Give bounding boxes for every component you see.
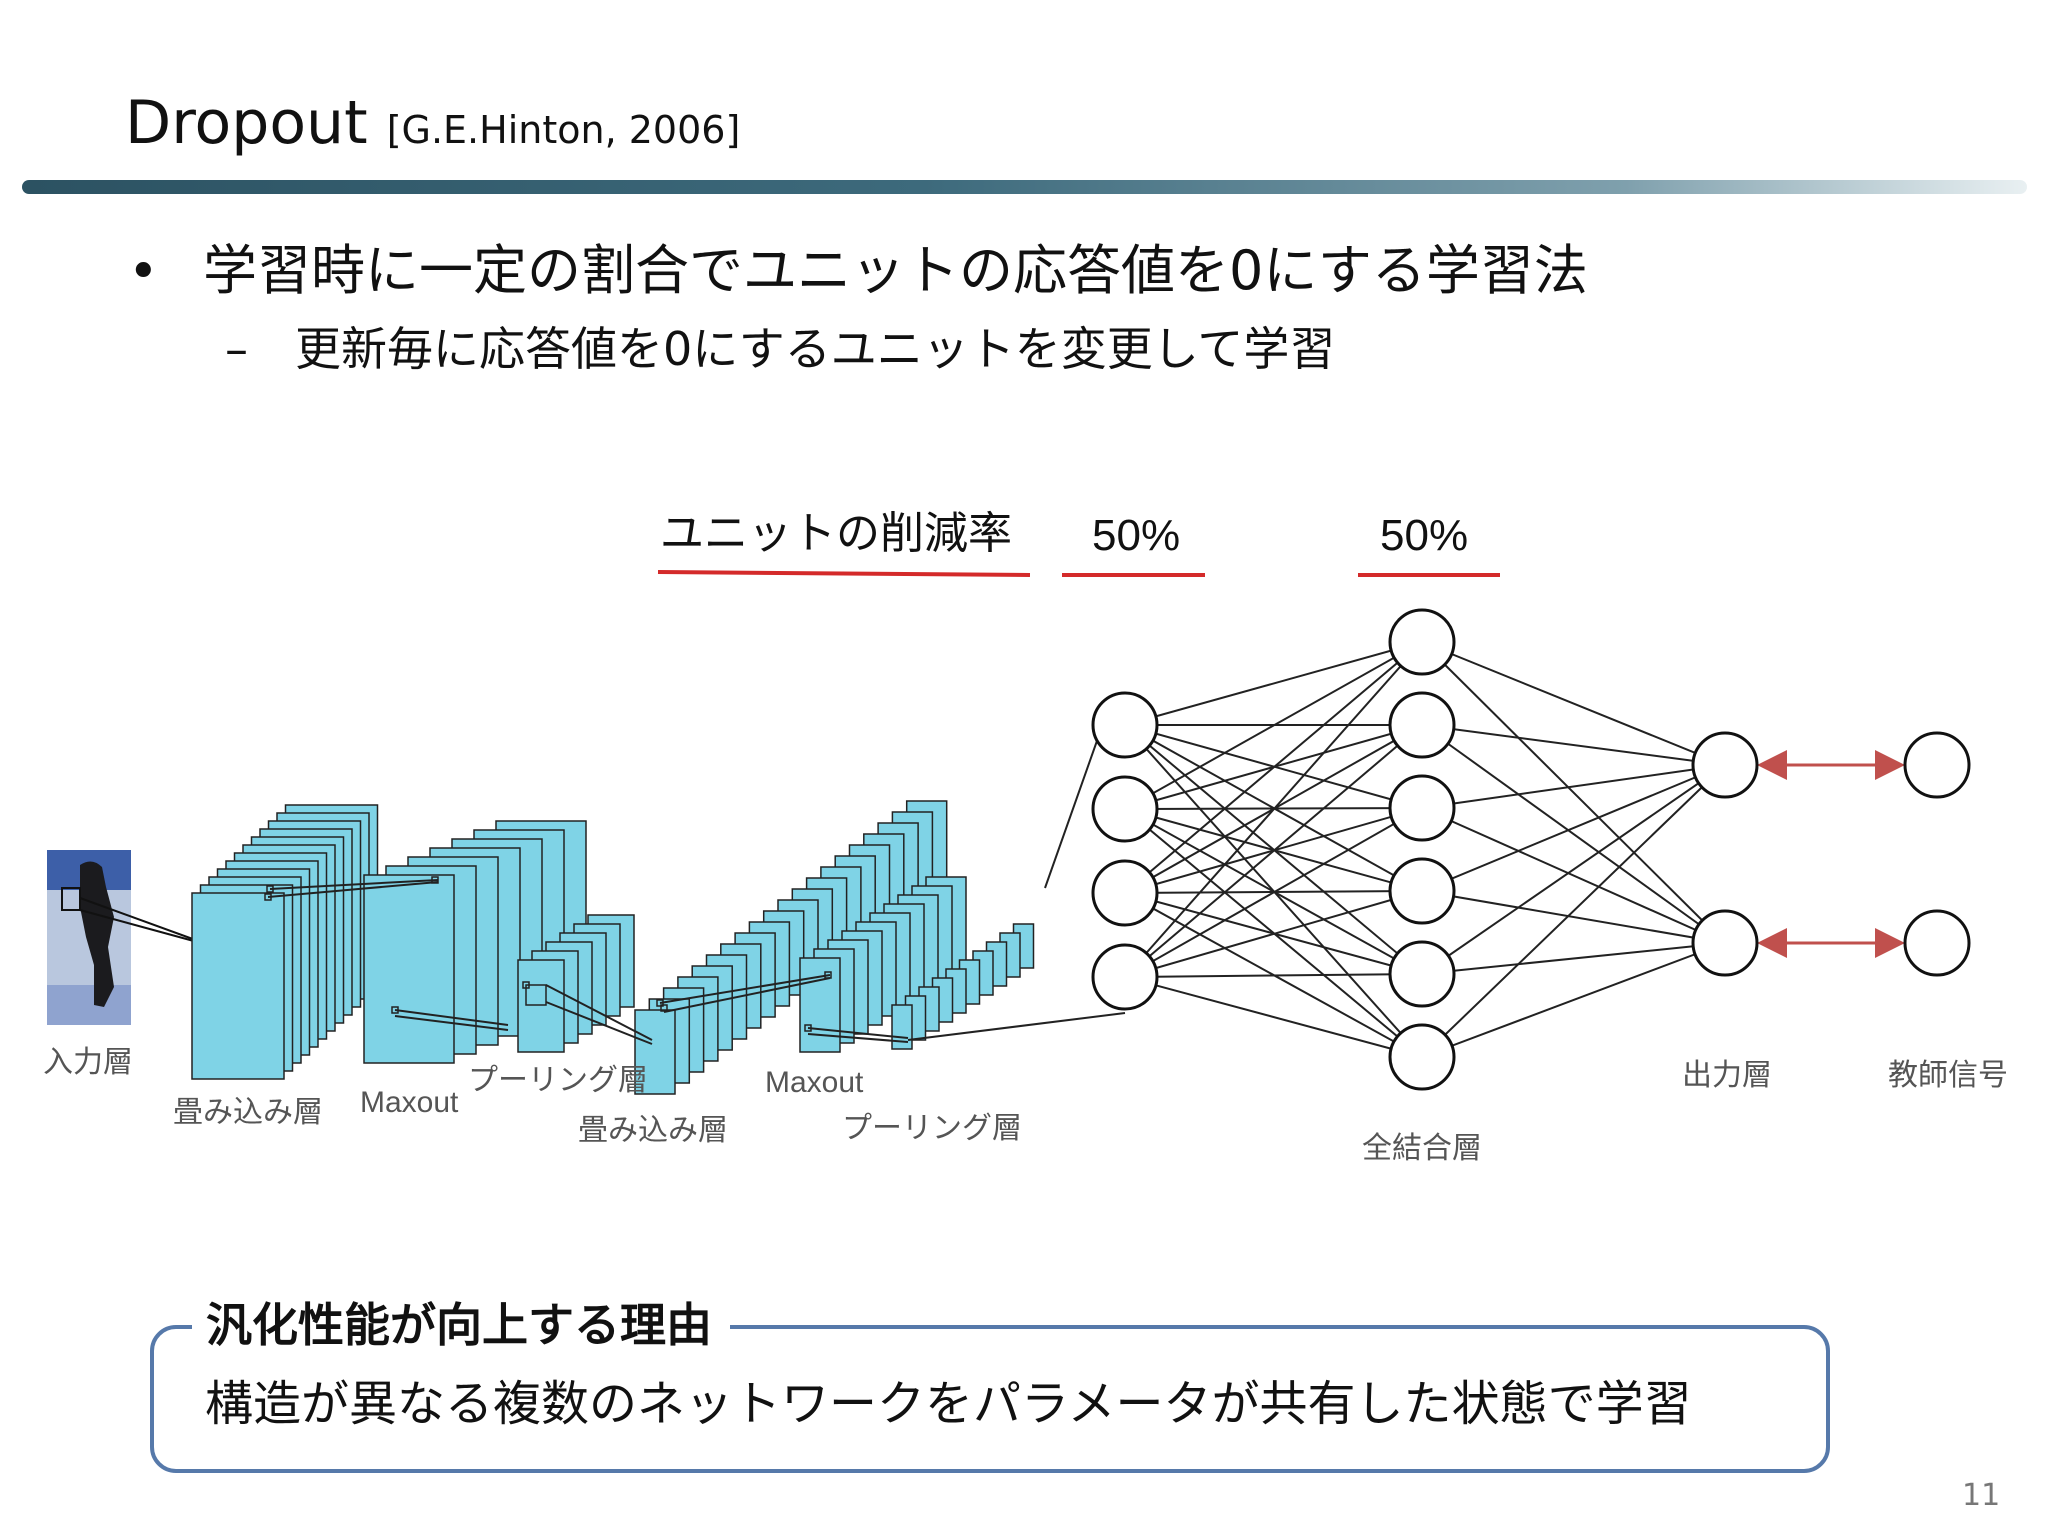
teacher-unit <box>1903 909 1971 977</box>
sub-bullet-item: – 更新毎に応答値を0にするユニットを変更して学習 <box>225 318 1335 380</box>
fc2-unit <box>1388 857 1456 925</box>
sub-bullet-marker: – <box>225 322 248 376</box>
output-edge <box>1421 807 1726 944</box>
output-edge <box>1421 942 1726 975</box>
connection-line <box>663 977 831 1013</box>
maxout2-feature-map <box>799 957 841 1053</box>
receptive-field-line <box>79 897 213 947</box>
output-edge <box>1421 764 1726 1058</box>
fc-edge <box>1124 890 1423 978</box>
title-text: Dropout <box>125 88 368 158</box>
output-unit <box>1691 909 1759 977</box>
connection-line <box>659 974 831 1004</box>
fc1-unit <box>1091 943 1159 1011</box>
conv1-feature-map <box>191 892 285 1080</box>
fc-edge <box>1124 973 1423 978</box>
fc-layer-label: 全結合層 <box>1362 1131 1482 1166</box>
fc-edge <box>1124 641 1423 726</box>
input-image <box>47 850 131 1025</box>
fc-edge <box>1124 641 1423 894</box>
rate-header-underline <box>657 570 1031 577</box>
output-edge <box>1421 764 1726 975</box>
output-layer-label: 出力層 <box>1682 1058 1772 1093</box>
connection-line <box>545 984 653 1041</box>
output-edge <box>1421 641 1726 766</box>
fc1-unit <box>1091 859 1159 927</box>
output-edge <box>1421 764 1726 892</box>
bullet-marker: • <box>128 242 159 302</box>
fc2-unit <box>1388 608 1456 676</box>
title-divider <box>22 180 2027 194</box>
sub-bullet-text: 更新毎に応答値を0にするユニットを変更して学習 <box>295 322 1336 376</box>
connection-line <box>545 1001 653 1045</box>
connection-line <box>394 1009 509 1026</box>
output-edge <box>1421 764 1726 809</box>
conv2-layer-label: 畳み込み層 <box>578 1113 728 1148</box>
input-layer-label: 入力層 <box>43 1045 133 1080</box>
fc-edge <box>1124 724 1423 978</box>
connection-line <box>269 879 439 890</box>
connection-line <box>807 1033 909 1043</box>
output-edge <box>1421 942 1726 1058</box>
maxout2-label: Maxout <box>765 1066 864 1099</box>
rate-header-label: ユニットの削減率 <box>660 508 1012 559</box>
fc1-unit <box>1091 775 1159 843</box>
receptive-field-line <box>79 909 213 947</box>
page-number: 11 <box>1962 1478 2001 1513</box>
output-edge <box>1421 724 1726 944</box>
fc-input-line <box>907 1012 1126 1041</box>
output-unit <box>1691 731 1759 799</box>
fc-edge <box>1124 976 1423 1058</box>
teacher-signal-label: 教師信号 <box>1888 1058 2008 1093</box>
connection-line <box>394 1015 509 1031</box>
fc1-unit <box>1091 691 1159 759</box>
output-edge <box>1421 641 1726 944</box>
bullet-item: • 学習時に一定の割合でユニットの応答値を0にする学習法 <box>128 236 1588 307</box>
reason-body: 構造が異なる複数のネットワークをパラメータが共有した状態で学習 <box>205 1376 1692 1432</box>
fc2-unit <box>1388 940 1456 1008</box>
kernel-marker <box>525 984 547 1006</box>
dropout-rate-label-1: 50% <box>1092 511 1180 560</box>
output-edge <box>1421 890 1726 944</box>
maxout1-label: Maxout <box>360 1086 459 1119</box>
fc2-unit <box>1388 774 1456 842</box>
maxout1-feature-map <box>363 874 455 1064</box>
slide-title: Dropout [G.E.Hinton, 2006] <box>125 88 740 165</box>
fc2-unit <box>1388 1023 1456 1091</box>
bullet-text: 学習時に一定の割合でユニットの応答値を0にする学習法 <box>203 239 1588 302</box>
teacher-unit <box>1903 731 1971 799</box>
fc-input-line <box>1044 737 1099 889</box>
fc2-unit <box>1388 691 1456 759</box>
connection-line <box>807 1027 909 1039</box>
reason-title: 汎化性能が向上する理由 <box>192 1295 730 1355</box>
fc-edge <box>1124 641 1423 810</box>
fc-edge <box>1124 807 1423 978</box>
dropout-rate-label-2: 50% <box>1380 511 1468 560</box>
conv1-layer-label: 畳み込み層 <box>173 1095 323 1130</box>
conv2-feature-map <box>634 1009 676 1095</box>
output-edge <box>1421 724 1726 766</box>
fc-edge <box>1124 641 1423 978</box>
connection-line <box>267 881 439 898</box>
pool1-layer-label: プーリング層 <box>468 1063 648 1098</box>
title-citation: [G.E.Hinton, 2006] <box>386 108 741 152</box>
pool2-layer-label: プーリング層 <box>842 1111 1022 1146</box>
reason-box <box>150 1325 1830 1473</box>
